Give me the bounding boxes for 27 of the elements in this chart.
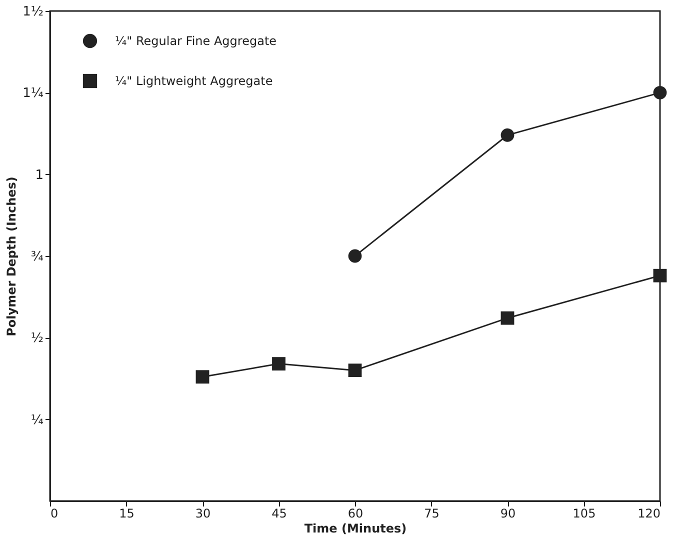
x-axis-title: Time (Minutes) (304, 522, 407, 536)
x-tick-label: 120 (638, 506, 660, 520)
legend-label: ¼" Regular Fine Aggregate (115, 34, 277, 48)
point (196, 370, 210, 384)
y-tick-label: ¾ (30, 250, 44, 264)
x-tick-label: 45 (272, 506, 287, 520)
x-tick-label: 15 (119, 506, 134, 520)
x-tick-label: 105 (572, 506, 596, 520)
x-tick-label: 75 (424, 506, 440, 520)
point (348, 249, 362, 263)
x-tick-label: 30 (195, 506, 211, 520)
point (348, 364, 362, 378)
x-tick-label: 60 (348, 506, 364, 520)
point (653, 268, 667, 282)
point (500, 128, 514, 142)
legend-label: ¼" Lightweight Aggregate (115, 74, 273, 88)
point (653, 86, 667, 100)
y-tick-label: ¼ (30, 412, 44, 428)
x-tick-label: 0 (50, 506, 58, 520)
x-tick-label: 90 (500, 506, 516, 520)
y-tick-label: 1 (35, 168, 44, 183)
y-axis-title: Polymer Depth (Inches) (4, 176, 19, 336)
point (272, 357, 286, 371)
y-tick-label: ½ (30, 331, 44, 346)
y-tick-label: 1½ (22, 4, 44, 20)
y-tick-label: 1¼ (22, 86, 44, 102)
point (500, 311, 514, 325)
